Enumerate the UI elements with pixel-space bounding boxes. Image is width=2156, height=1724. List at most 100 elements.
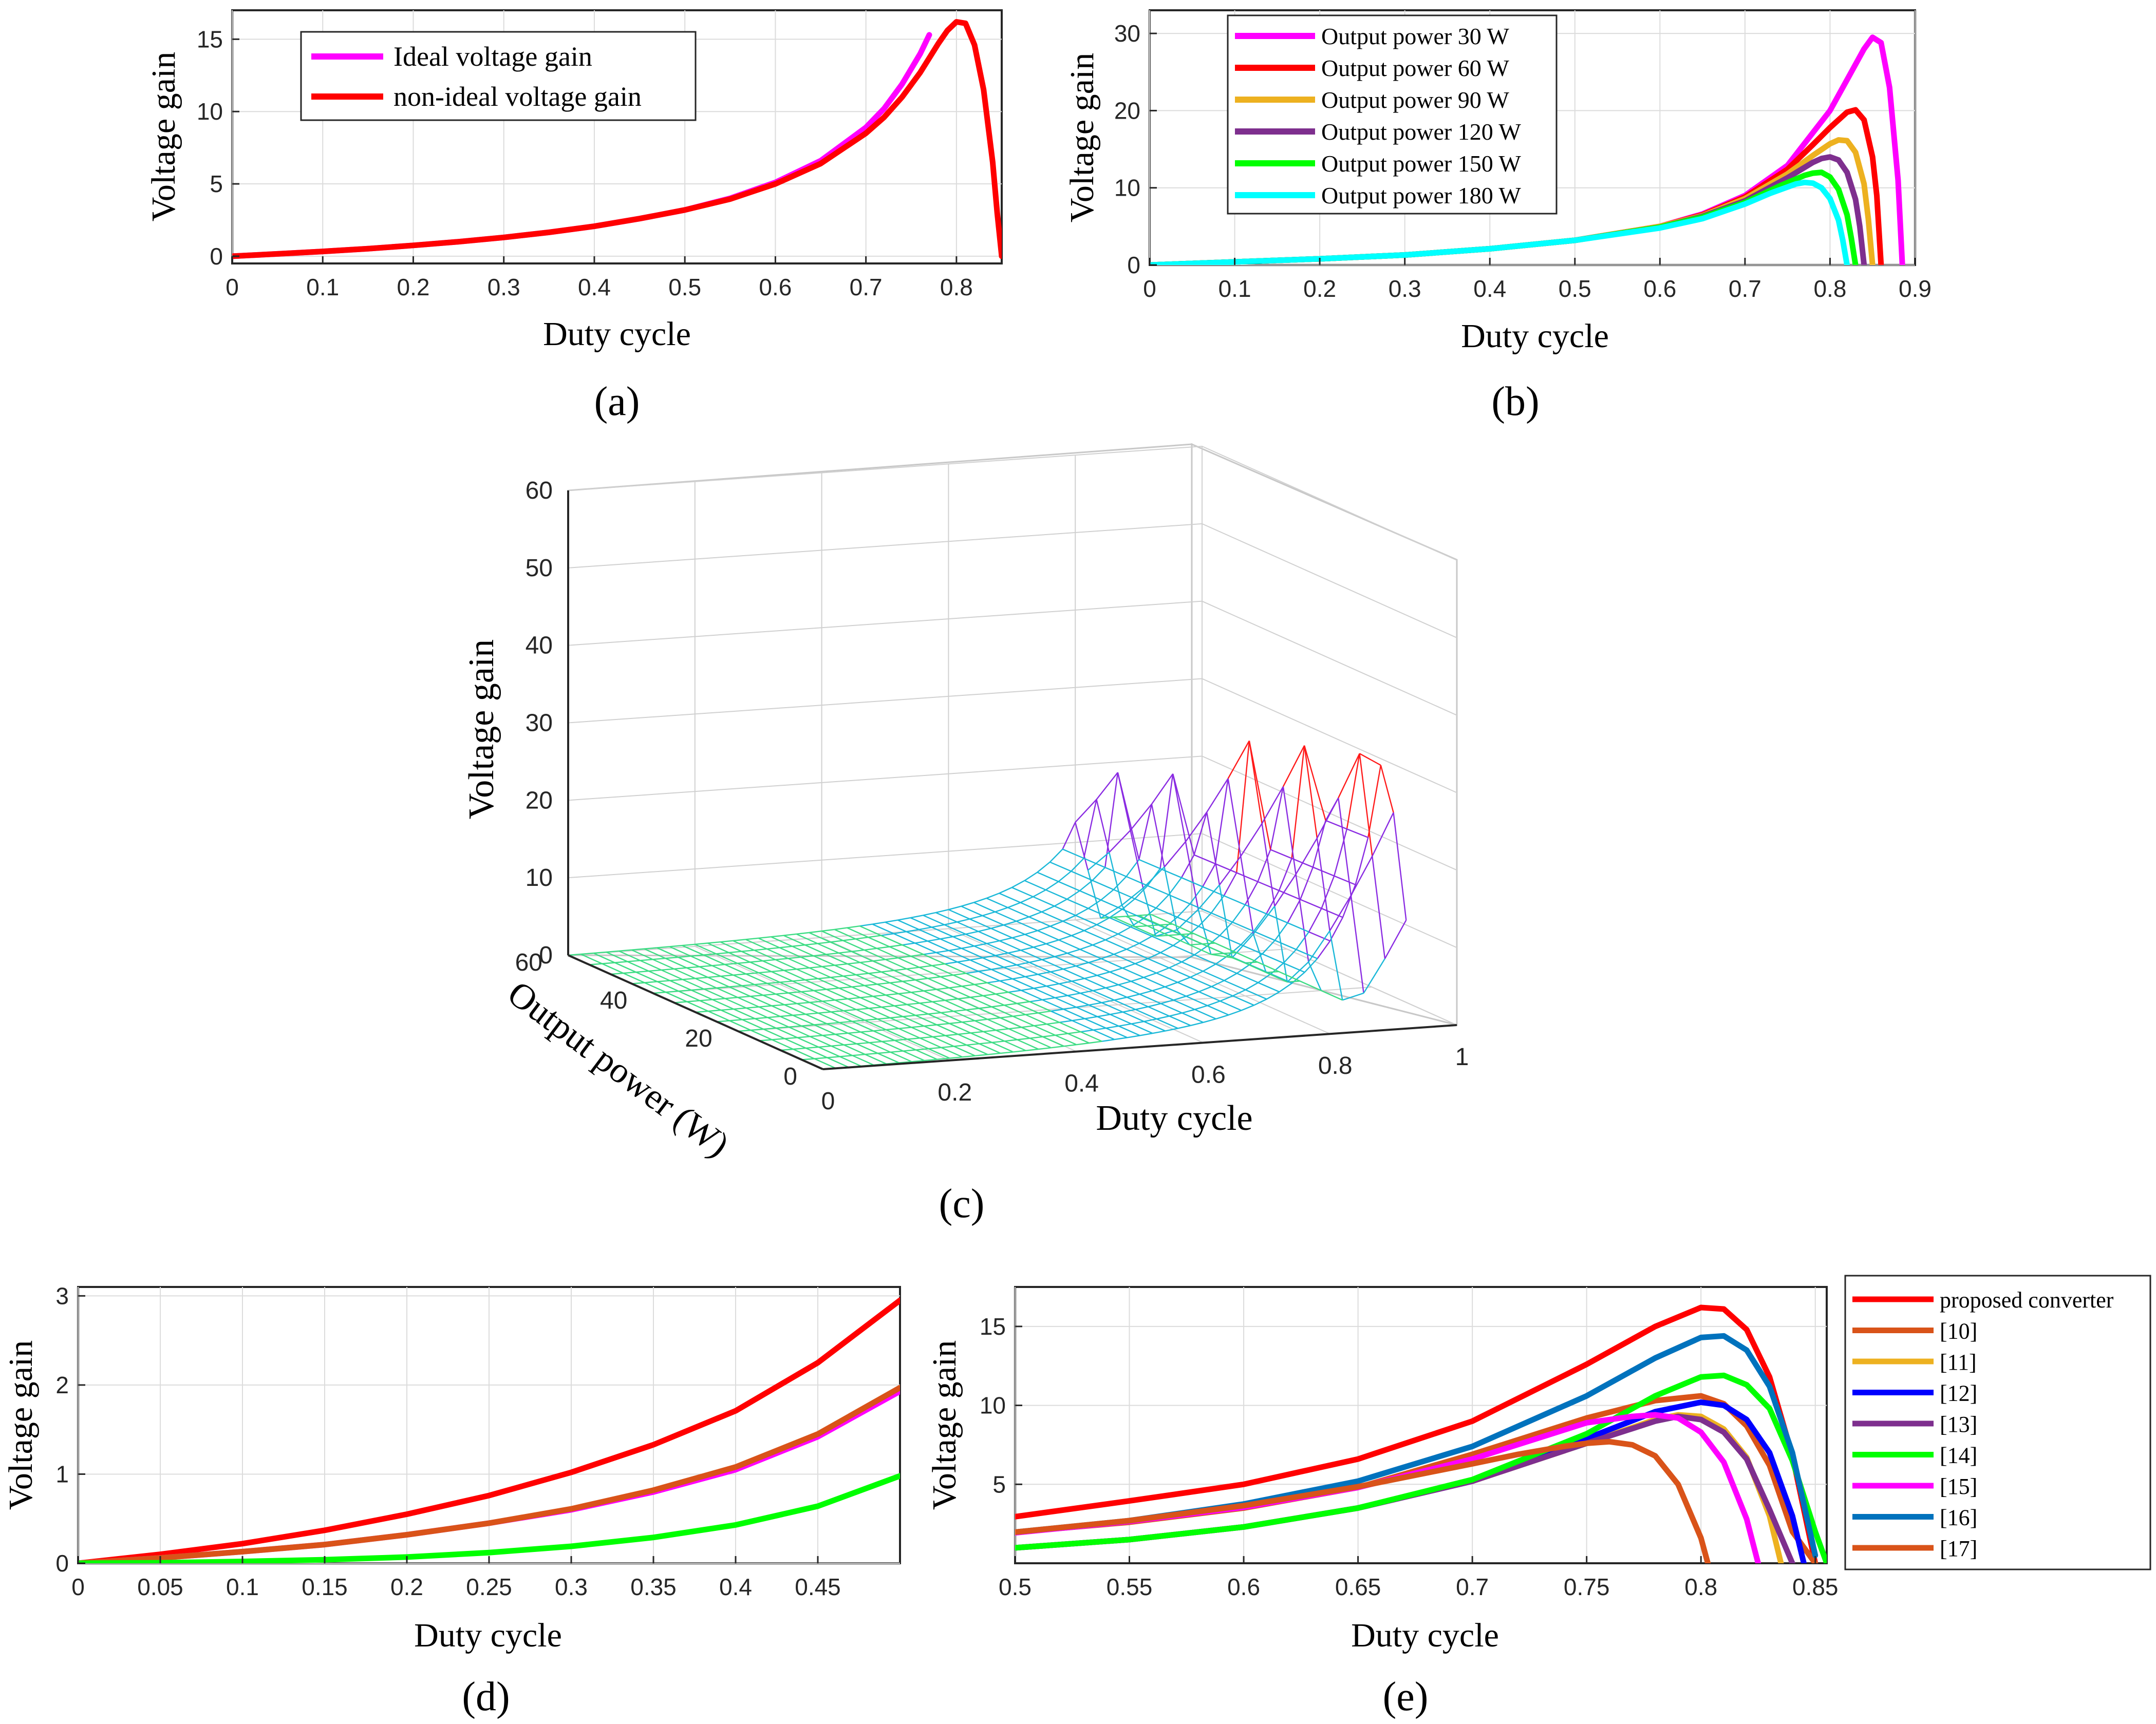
panel-c-mesh-line [1143,972,1157,978]
panel-c-mesh-line [873,996,895,1007]
panel-c-mesh-line [729,985,742,988]
panel-c-mesh-line [966,1044,988,1055]
panel-c-mesh-line [1193,812,1208,855]
panel-c-mesh-line [1142,866,1165,889]
panel-c-mesh-line [1042,1036,1064,1047]
panel-c-mesh-line [979,1043,1001,1054]
panel-c-mesh-line [1308,961,1322,991]
panel-c-mesh-line [775,959,797,970]
panel-c-mesh-line [1088,899,1101,909]
panel-c-mesh-line [1088,962,1110,973]
panel-c-mesh-line [1041,905,1055,913]
panel-c-mesh-line [826,952,839,955]
panel-c-mesh-line [796,932,810,935]
panel-c-mesh-line [1190,976,1212,988]
panel-c-mesh-line [759,1005,772,1008]
panel-c-mesh-line [1045,943,1068,954]
panel-c-mesh-line [762,960,784,971]
panel-c-mesh-line [982,911,996,917]
panel-c-mesh-line [1367,765,1382,838]
panel-c-mesh-line [1109,917,1131,928]
panel-c-mesh-line [965,933,987,944]
panel-c-mesh-line [1062,915,1076,922]
panel-c-mesh-line [1034,1025,1056,1036]
panel-c-mesh-line [864,983,877,987]
panel-c-mesh-line [877,1018,899,1029]
panel-c-mesh-line [813,989,827,992]
panel-c-mesh-line [627,961,649,972]
panel-c-mesh-line [1000,1017,1022,1028]
panel-c-mesh-line [1097,1014,1111,1017]
panel-c-mesh-line [872,921,886,925]
panel-c-mesh-line [644,981,658,983]
panel-c-mesh-line [1004,1002,1017,1006]
panel-d-ytick-label: 2 [55,1372,69,1398]
panel-c-mesh-line [1203,971,1225,981]
panel-c-mesh-line [831,1045,853,1056]
panel-c-mesh-line [928,1048,950,1059]
panel-c-mesh-line [924,1024,937,1027]
panel-c-mesh-line [1202,863,1216,887]
panel-c-mesh-line [1148,1006,1170,1017]
panel-c-mesh-line [1211,912,1233,923]
panel-b-series [1150,34,1905,265]
panel-c-mesh-line [750,1029,773,1040]
panel-c-mesh-line [1147,925,1169,936]
panel-c-mesh-line [1021,1025,1035,1028]
panel-c-mesh-line [843,975,865,987]
panel-c-mesh-line [953,973,966,976]
panel-c-mesh-line [889,944,903,948]
panel-d-series-3 [78,1473,900,1563]
panel-c-mesh-line [1173,999,1195,1010]
panel-c-mesh-line [911,1027,933,1037]
panel-c-mesh-line [804,943,818,946]
panel-c-mesh-line [910,915,924,919]
panel-c-mesh-line [1193,933,1215,944]
panel-c-mesh-line [1008,1027,1022,1030]
panel-c-mesh-line [741,984,755,987]
panel-c-mesh-line [1045,889,1067,900]
panel-c-mesh-line [754,950,776,960]
panel-c-mesh-line [1283,949,1297,964]
panel-c-mesh-line [827,1022,840,1025]
panel-c-mesh-line [842,940,865,951]
panel-c-mesh-line [827,1056,840,1058]
panel-c-mesh-line [758,937,780,949]
panel-c-mesh-line [923,912,936,916]
panel-c-mesh-line [665,958,687,969]
panel-c-mesh-line [936,1057,950,1060]
panel-c-mesh-line [1003,967,1026,977]
panel-c-mesh-line [928,1013,950,1025]
panel-c-mesh-line [817,978,839,989]
panel-e-xtick-label: 0.55 [1107,1574,1153,1600]
panel-c-caption: (c) [939,1181,985,1226]
panel-c-mesh-line [1231,933,1254,958]
panel-c-mesh-line [779,945,793,949]
panel-c-mesh-line [1282,786,1297,875]
panel-c-mesh-line [1130,804,1152,831]
panel-c-mesh-line [678,989,691,992]
panel-c-mesh-line [805,1046,819,1049]
panel-c-mesh-line [635,971,658,982]
panel-c-mesh-line [1244,962,1267,973]
panel-c-mesh-line [1008,990,1021,993]
panel-c-mesh-line [788,992,810,1003]
panel-b-legend-label-5: Output power 180 W [1321,182,1521,209]
panel-c-mesh-line [852,1053,866,1056]
panel-c-mesh-line [1317,940,1331,959]
panel-c-mesh-line [882,1041,904,1052]
panel-c-mesh-line [1218,856,1242,885]
panel-e-legend-label-4: [13] [1940,1412,1977,1437]
panel-c-mesh-line [775,992,789,995]
panel-c-mesh-line [906,931,928,942]
panel-c-mesh-line [788,956,801,959]
panel-c-mesh-line [1076,1007,1098,1017]
panel-c-mesh-line [1182,1009,1195,1014]
panel-c-mesh-line [1013,1015,1035,1027]
panel-c-mesh-line [935,909,949,914]
panel-c-mesh-line [618,949,632,952]
panel-c-mesh-line [780,1016,802,1027]
panel-c-mesh-line [800,955,814,958]
panel-c-mesh-line [822,1033,836,1036]
panel-c-mesh-line [1152,1030,1166,1034]
